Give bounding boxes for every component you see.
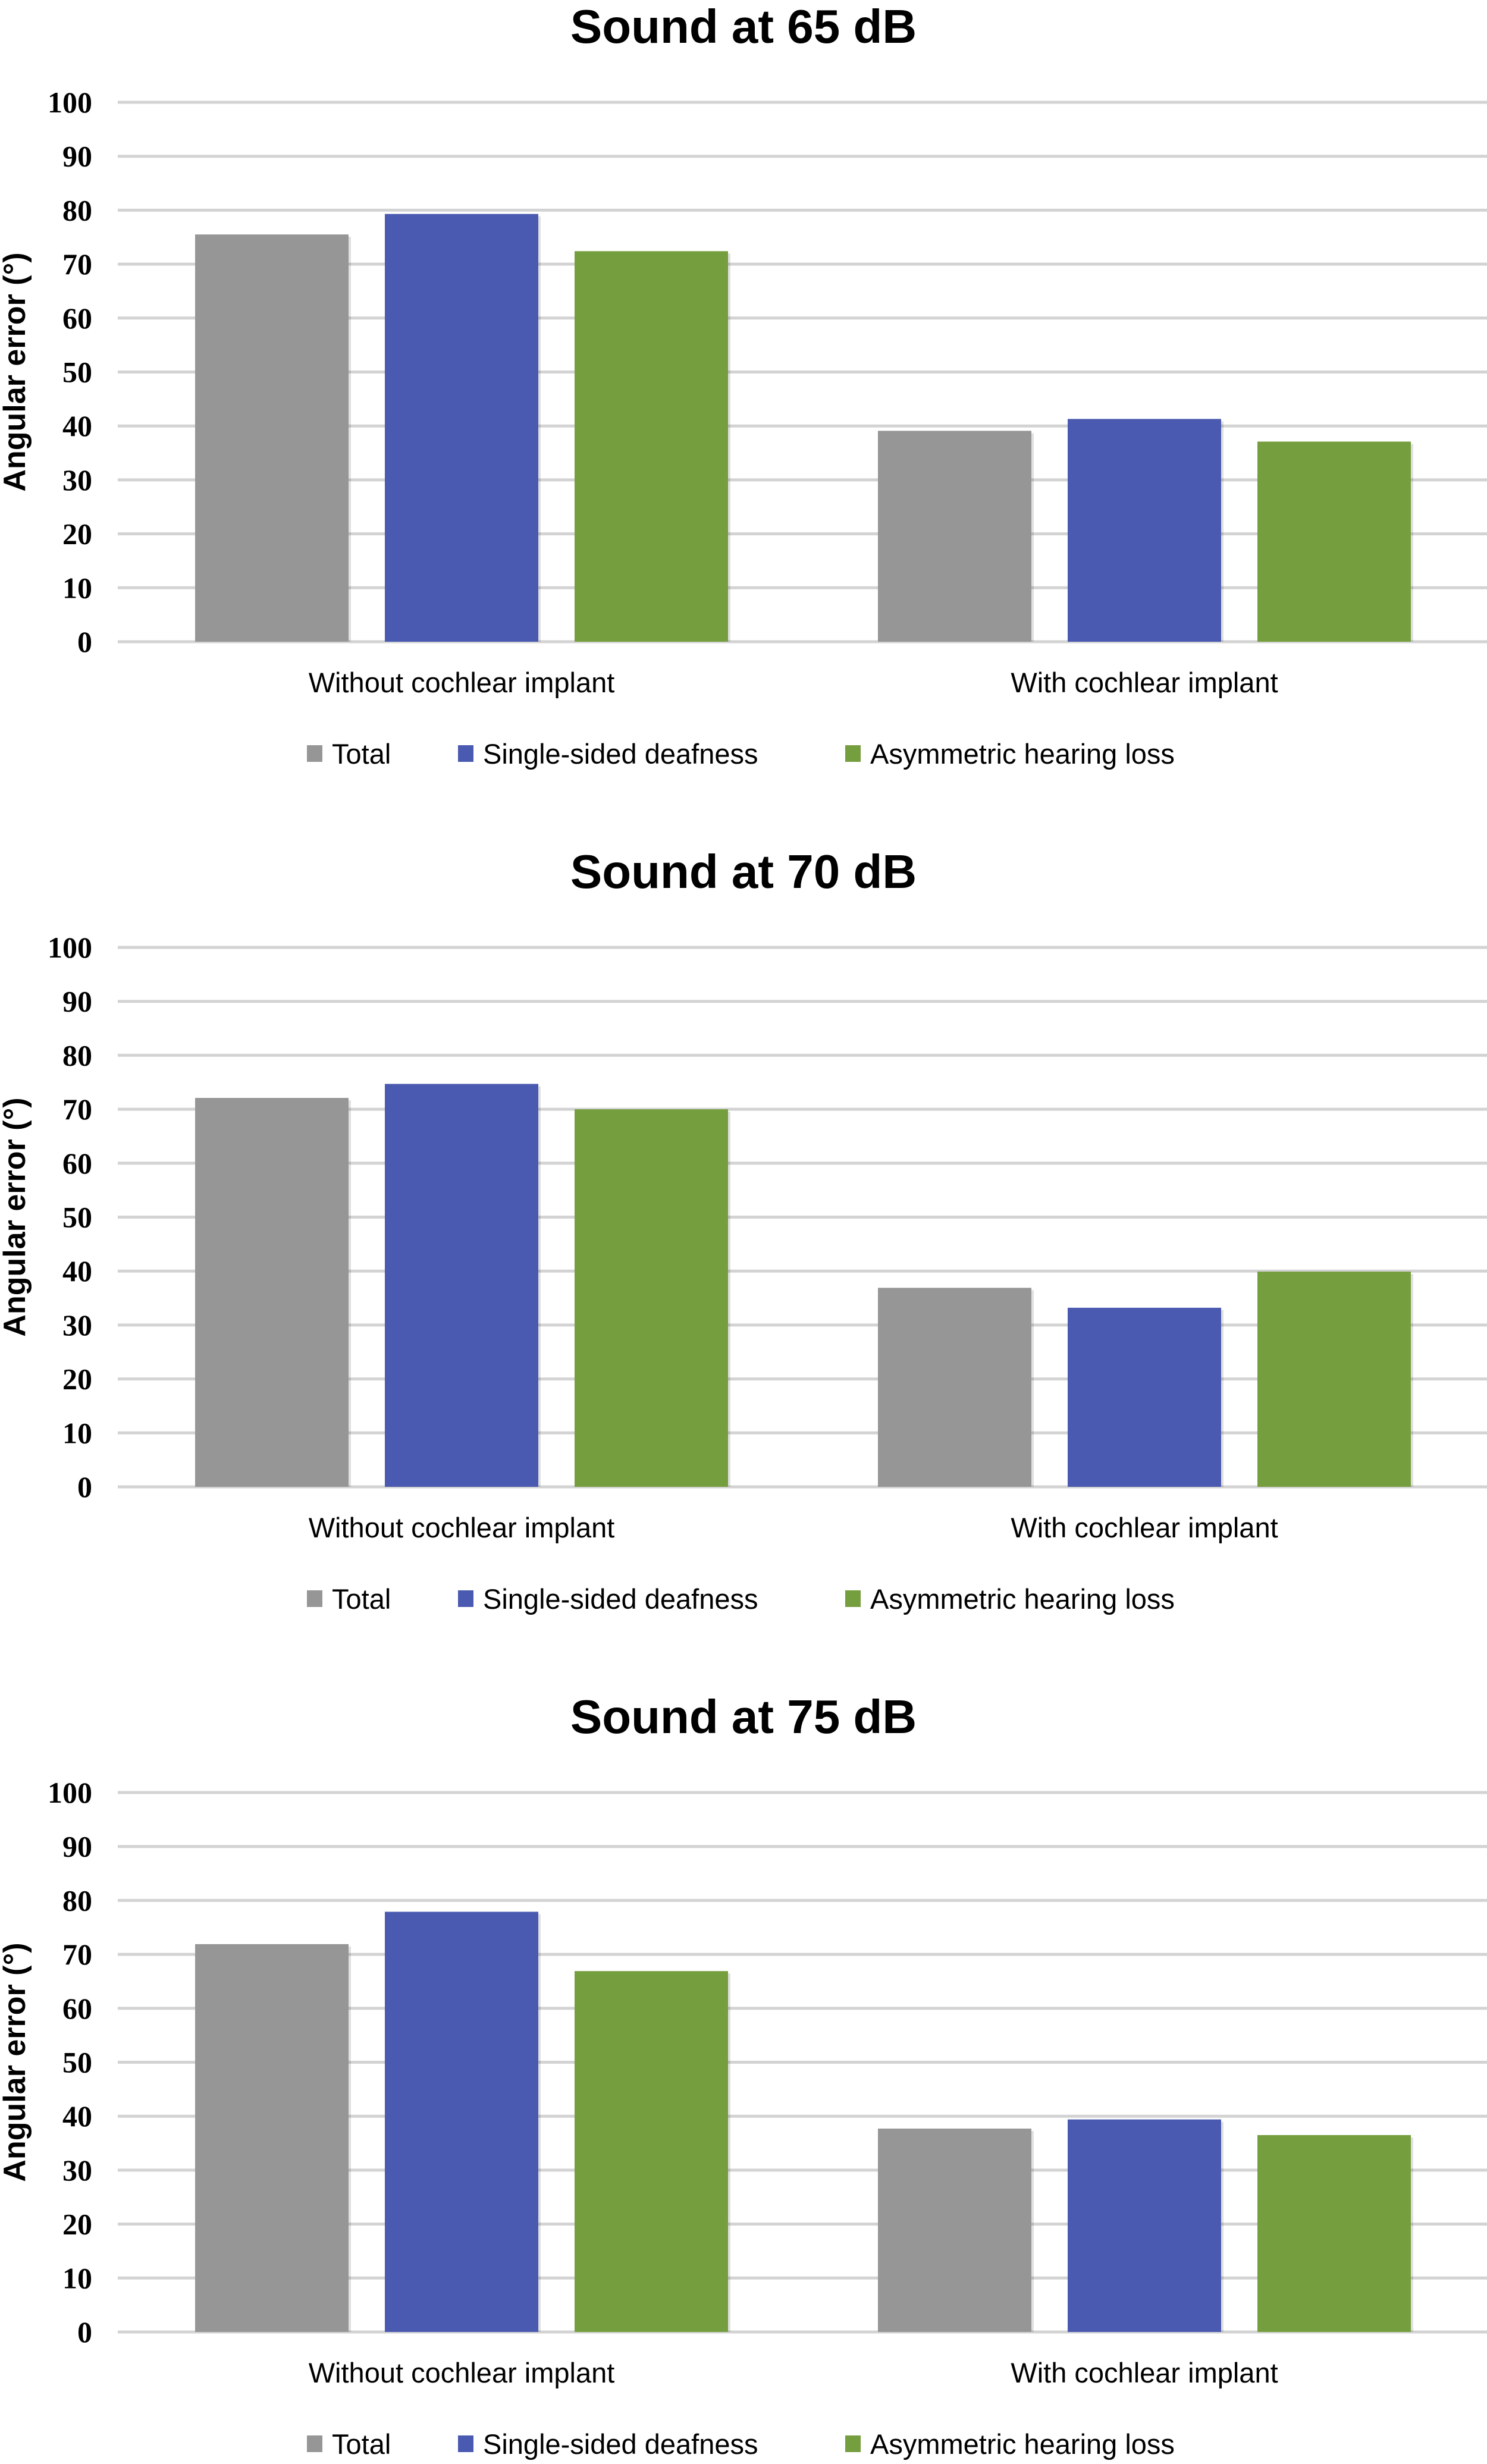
chart-panel: Sound at 75 dB 0 10 20 30 40 50 60 70 80 90 100 Angu…	[0, 1690, 1487, 2460]
bar	[1068, 419, 1221, 642]
y-tick-label: 0	[77, 2315, 92, 2349]
category-label: With cochlear implant	[1011, 2357, 1278, 2388]
y-tick-label: 40	[62, 409, 92, 442]
bar	[385, 1911, 538, 2332]
y-tick-label: 80	[62, 193, 92, 227]
chart-title: Sound at 75 dB	[570, 1690, 917, 1743]
bar	[575, 1109, 728, 1487]
legend-swatch	[845, 2435, 861, 2452]
y-axis-label: Angular error (°)	[0, 1097, 32, 1336]
y-tick-label: 100	[48, 86, 92, 119]
bar	[1068, 1307, 1221, 1487]
y-tick-label: 0	[77, 1470, 92, 1503]
legend-swatch	[845, 1590, 861, 1607]
bar	[195, 1098, 349, 1487]
y-tick-label: 10	[62, 2261, 92, 2294]
y-tick-label: 70	[62, 1093, 92, 1126]
y-tick-label: 30	[62, 2154, 92, 2187]
legend-label: Total	[332, 2428, 391, 2460]
legend-swatch	[307, 1590, 322, 1607]
chart-panel: Sound at 65 dB 0 10 20 30 40 50 60 70 80 90 100 Angu…	[0, 0, 1487, 770]
bar	[385, 1084, 538, 1487]
legend-label: Asymmetric hearing loss	[870, 2428, 1175, 2460]
category-label: Without cochlear implant	[309, 2357, 615, 2388]
y-tick-label: 70	[62, 1938, 92, 1971]
legend-swatch	[307, 2435, 322, 2452]
y-tick-label: 60	[62, 1147, 92, 1180]
y-tick-label: 20	[62, 1363, 92, 1396]
y-tick-label: 20	[62, 2208, 92, 2241]
legend-swatch	[307, 745, 322, 762]
legend-swatch	[845, 745, 861, 762]
y-tick-label: 90	[62, 140, 92, 173]
y-tick-label: 40	[62, 1254, 92, 1288]
y-axis-label: Angular error (°)	[0, 252, 32, 491]
y-tick-label: 70	[62, 247, 92, 281]
legend-swatch	[458, 745, 473, 762]
category-label: Without cochlear implant	[309, 667, 615, 698]
legend-label: Single-sided deafness	[483, 738, 758, 770]
y-tick-label: 0	[77, 625, 92, 658]
y-tick-label: 60	[62, 302, 92, 335]
y-axis-label: Angular error (°)	[0, 1942, 32, 2181]
y-tick-label: 10	[62, 1416, 92, 1449]
chart-title: Sound at 65 dB	[570, 0, 917, 53]
y-tick-label: 100	[48, 931, 92, 964]
category-label: With cochlear implant	[1011, 1512, 1278, 1543]
legend-label: Asymmetric hearing loss	[870, 1583, 1175, 1615]
bar	[385, 214, 538, 642]
y-tick-label: 20	[62, 517, 92, 551]
y-tick-label: 30	[62, 463, 92, 497]
y-tick-label: 50	[62, 2046, 92, 2079]
y-tick-label: 50	[62, 356, 92, 389]
legend-swatch	[458, 2435, 473, 2452]
y-tick-label: 60	[62, 1992, 92, 2025]
category-label: With cochlear implant	[1011, 667, 1278, 698]
y-tick-label: 80	[62, 1884, 92, 1917]
y-tick-label: 80	[62, 1038, 92, 1072]
category-label: Without cochlear implant	[309, 1512, 615, 1543]
legend-swatch	[458, 1590, 473, 1607]
bar	[1257, 2135, 1411, 2332]
y-tick-label: 90	[62, 985, 92, 1018]
legend-label: Single-sided deafness	[483, 2428, 758, 2460]
bar	[575, 251, 728, 642]
y-tick-label: 50	[62, 1201, 92, 1234]
bar	[195, 1944, 349, 2332]
bar	[195, 234, 349, 642]
y-tick-label: 40	[62, 2099, 92, 2133]
legend-label: Single-sided deafness	[483, 1583, 758, 1615]
bar	[878, 431, 1031, 642]
legend-label: Total	[332, 1583, 391, 1615]
legend-label: Total	[332, 738, 391, 770]
bar	[575, 1971, 728, 2332]
y-tick-label: 30	[62, 1308, 92, 1342]
y-tick-label: 10	[62, 571, 92, 604]
y-tick-label: 90	[62, 1830, 92, 1863]
y-tick-label: 100	[48, 1776, 92, 1809]
chart-title: Sound at 70 dB	[570, 845, 917, 898]
bar	[1257, 441, 1411, 642]
legend-label: Asymmetric hearing loss	[870, 738, 1175, 770]
bar	[878, 2129, 1031, 2332]
bar	[878, 1288, 1031, 1487]
bar	[1257, 1272, 1411, 1487]
bar	[1068, 2119, 1221, 2332]
chart-panel: Sound at 70 dB 0 10 20 30 40 50 60 70 80 90 100 Angu…	[0, 845, 1487, 1615]
